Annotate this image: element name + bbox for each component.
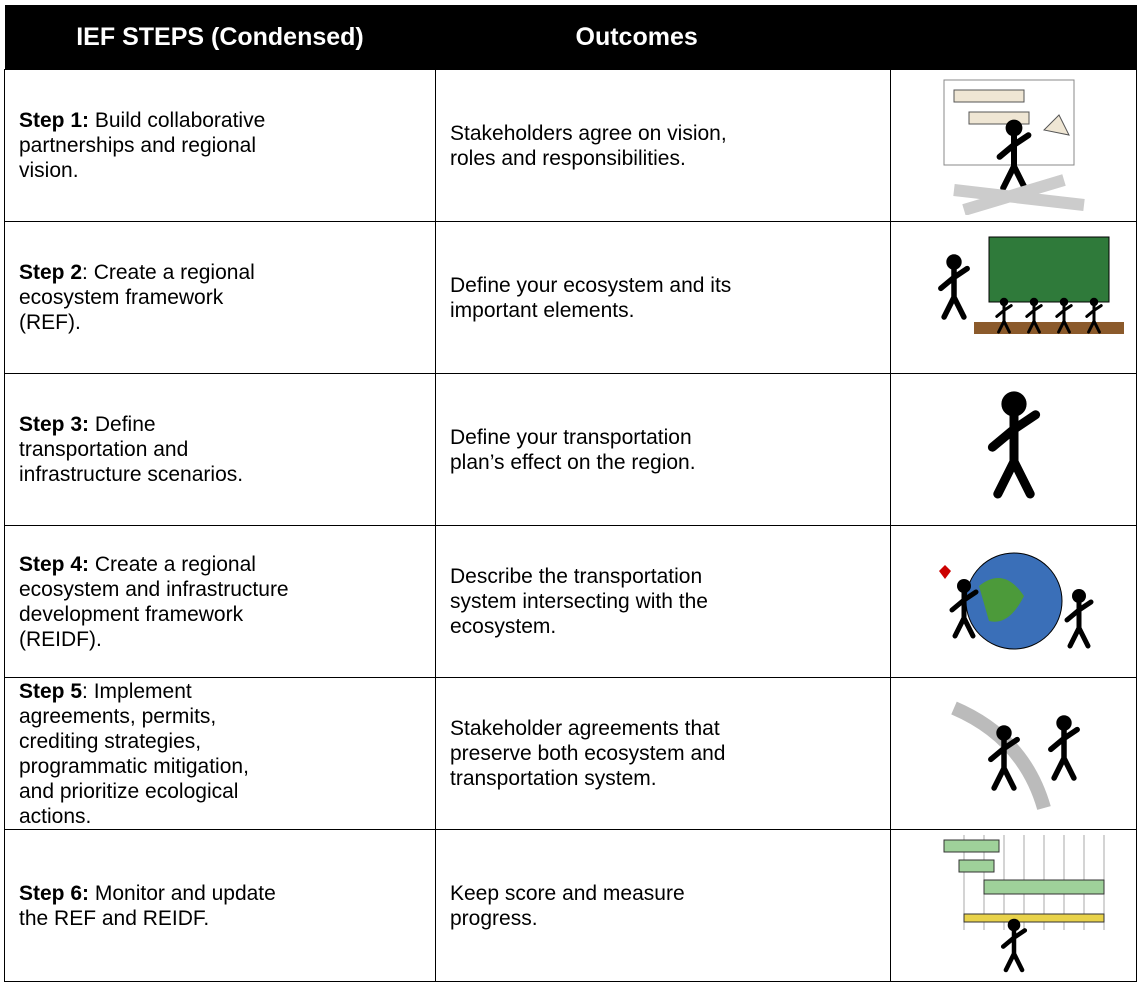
header-row: IEF STEPS (Condensed) Outcomes	[4, 5, 1137, 70]
illustration	[943, 835, 1104, 973]
step-cell: Step 1: Build collaborative partnerships…	[4, 69, 436, 222]
illustration-cell	[889, 677, 1138, 830]
illustration	[938, 552, 1093, 650]
step-text: : Implement agreements, permits, crediti…	[19, 679, 249, 828]
illustration-cell	[889, 829, 1138, 982]
header-cell: Outcomes	[435, 5, 1137, 70]
step-label: Step 1:	[19, 109, 90, 132]
step-text: Define transportation and infrastructure…	[19, 413, 244, 486]
step-cell: Step 6: Monitor and update the REF and R…	[4, 829, 436, 982]
header-cell: IEF STEPS (Condensed)	[4, 5, 436, 70]
table-row: Step 3: Define transportation and infras…	[4, 373, 1138, 526]
step-label: Step 3:	[19, 413, 90, 436]
step-label: Step 5	[19, 679, 83, 703]
step-wrap: Step 2: Create a regional ecosystem fram…	[19, 260, 289, 335]
outcome-text: Define your transportation plan’s effect…	[450, 425, 696, 474]
illustration	[943, 79, 1085, 216]
step-wrap: Step 1: Build collaborative partnerships…	[19, 108, 289, 183]
step-text: Build collaborative partnerships and reg…	[19, 109, 266, 182]
outcome-cell: Keep score and measure progress.	[435, 829, 891, 982]
step-label: Step 4:	[19, 552, 90, 576]
outcome-cell: Stakeholders agree on vision, roles and …	[435, 69, 891, 222]
step-text: Monitor and update the REF and REIDF.	[19, 881, 276, 930]
step-cell: Step 3: Define transportation and infras…	[4, 373, 436, 526]
step-cell: Step 4: Create a regional ecosystem and …	[4, 525, 436, 678]
step-cell: Step 5: Implement agreements, permits, c…	[4, 677, 436, 830]
illustration-cell	[889, 525, 1138, 678]
illustration	[937, 236, 1124, 334]
outcome-text: Define your ecosystem and its important …	[450, 273, 732, 322]
outcome-text: Stakeholders agree on vision, roles and …	[450, 121, 727, 170]
step-wrap: Step 4: Create a regional ecosystem and …	[19, 552, 289, 652]
outcome-text: Describe the transportation system inter…	[450, 565, 708, 638]
illustration	[950, 701, 1080, 810]
outcome-cell: Describe the transportation system inter…	[435, 525, 891, 678]
outcome-text: Keep score and measure progress.	[450, 881, 685, 930]
step-cell: Step 2: Create a regional ecosystem fram…	[4, 221, 436, 374]
outcome-cell: Define your ecosystem and its important …	[435, 221, 891, 374]
table-row: Step 5: Implement agreements, permits, c…	[4, 677, 1138, 830]
steps-table: IEF STEPS (Condensed) Outcomes Step 1: B…	[4, 5, 1138, 982]
step-wrap: Step 6: Monitor and update the REF and R…	[19, 881, 289, 931]
table-row: Step 2: Create a regional ecosystem fram…	[4, 221, 1138, 374]
illustration-cell	[889, 69, 1138, 222]
illustration-cell	[889, 221, 1138, 374]
outcome-text: Stakeholder agreements that preserve bot…	[450, 717, 726, 790]
table-body: Step 1: Build collaborative partnerships…	[4, 69, 1138, 982]
step-wrap: Step 5: Implement agreements, permits, c…	[19, 679, 289, 829]
table-row: Step 4: Create a regional ecosystem and …	[4, 525, 1138, 678]
illustration	[987, 391, 1040, 499]
step-wrap: Step 3: Define transportation and infras…	[19, 412, 289, 487]
illustration-cell	[889, 373, 1138, 526]
step-text: Create a regional ecosystem and infrastr…	[19, 552, 289, 651]
outcome-cell: Stakeholder agreements that preserve bot…	[435, 677, 891, 830]
step-label: Step 2	[19, 261, 83, 284]
table-row: Step 6: Monitor and update the REF and R…	[4, 829, 1138, 982]
outcome-cell: Define your transportation plan’s effect…	[435, 373, 891, 526]
step-text: : Create a regional ecosystem framework …	[19, 261, 255, 334]
step-label: Step 6:	[19, 881, 90, 905]
table-row: Step 1: Build collaborative partnerships…	[4, 69, 1138, 222]
